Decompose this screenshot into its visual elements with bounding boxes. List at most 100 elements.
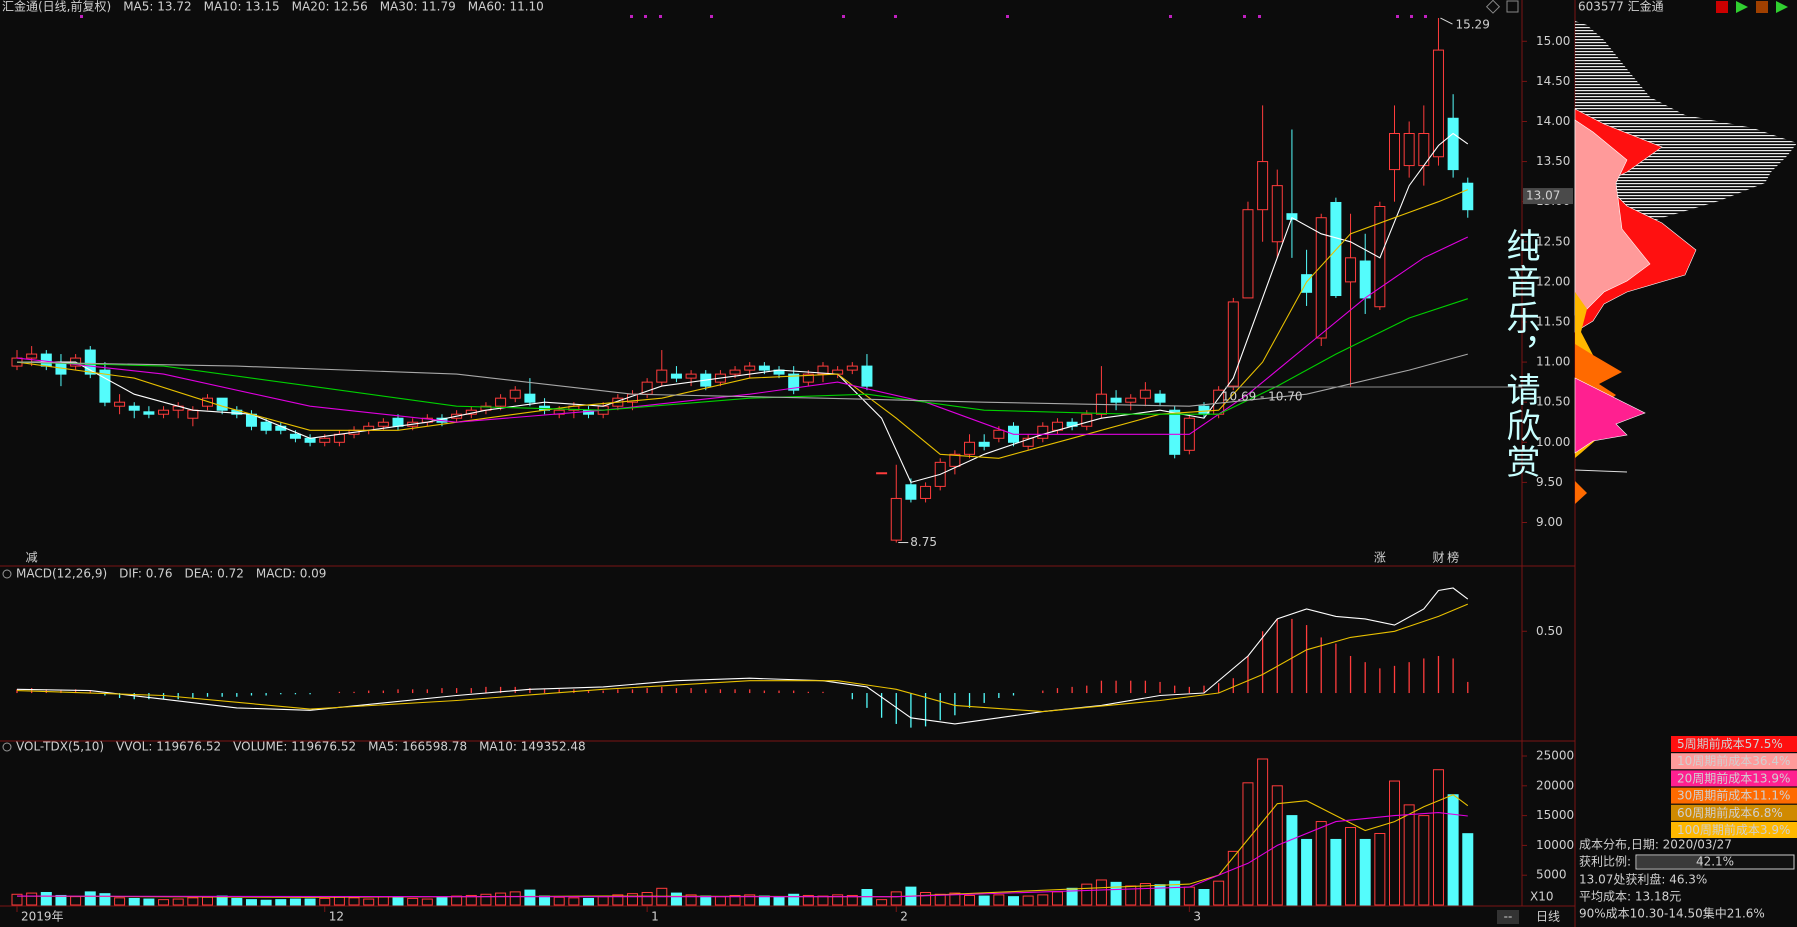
event-marker: 减 bbox=[26, 551, 38, 565]
cost-legend-box bbox=[1671, 804, 1797, 821]
high-label: 15.29 bbox=[1455, 18, 1489, 32]
legend-item: MA20: 12.56 bbox=[292, 0, 368, 14]
candle-body bbox=[1432, 49, 1444, 158]
volume-bar bbox=[392, 897, 404, 906]
volume-bar bbox=[1110, 881, 1122, 906]
volume-bar bbox=[40, 891, 52, 906]
cost-legend-label: 20周期前成本13.9% bbox=[1677, 770, 1790, 785]
volume-bar bbox=[1462, 833, 1474, 906]
tool-icon[interactable] bbox=[1716, 1, 1728, 13]
y-tick-label: 10000 bbox=[1536, 838, 1574, 852]
volume-bar bbox=[890, 891, 902, 906]
x-tick-label: 3 bbox=[1193, 910, 1201, 924]
volume-bar bbox=[1286, 815, 1298, 906]
cost-legend-label: 10周期前成本36.4% bbox=[1677, 753, 1790, 768]
volume-bar bbox=[568, 897, 580, 906]
panel-title: 603577 汇金通 bbox=[1578, 0, 1664, 14]
volume-bar bbox=[1051, 891, 1063, 906]
candle-body bbox=[289, 433, 301, 439]
footer-button-label[interactable]: -- bbox=[1504, 910, 1513, 924]
y-tick-label: 14.00 bbox=[1536, 114, 1570, 128]
indicator-icon[interactable] bbox=[2, 569, 12, 579]
signal-dots bbox=[80, 15, 1427, 18]
volume-bar bbox=[304, 898, 316, 906]
volume-bar bbox=[1066, 887, 1078, 906]
candle-body bbox=[861, 365, 873, 387]
volume-bar bbox=[1432, 769, 1444, 906]
candle-body bbox=[216, 397, 228, 411]
candle-body bbox=[876, 472, 888, 475]
volume-bar bbox=[758, 895, 770, 906]
legend-item: VOL-TDX(5,10) bbox=[16, 740, 104, 754]
candle-body bbox=[304, 437, 316, 443]
volume-bar bbox=[846, 894, 858, 906]
volume-bar bbox=[480, 893, 492, 906]
volume-bar bbox=[861, 889, 873, 906]
ma-line bbox=[16, 353, 1468, 407]
candle-body bbox=[788, 373, 800, 391]
volume-bar bbox=[202, 896, 214, 906]
tool-icon[interactable] bbox=[1776, 1, 1788, 13]
candle-body bbox=[1403, 133, 1415, 167]
volume-bar bbox=[1198, 889, 1210, 906]
y-tick-label: 13.50 bbox=[1536, 154, 1570, 168]
volume-bar bbox=[1330, 838, 1342, 906]
volume-bar bbox=[128, 897, 140, 906]
volume-bar bbox=[817, 895, 829, 906]
volume-bar bbox=[1154, 884, 1166, 906]
volume-bar bbox=[1213, 880, 1225, 906]
candle-body bbox=[993, 429, 1005, 439]
volume-bar bbox=[465, 894, 477, 906]
ma-line bbox=[16, 603, 1469, 713]
tool-icon[interactable] bbox=[1756, 1, 1768, 13]
volume-bar bbox=[993, 894, 1005, 906]
candle-body bbox=[656, 369, 668, 383]
unit-label: X10 bbox=[1530, 890, 1554, 904]
range-label: 10.69 - 10.70 bbox=[1222, 389, 1303, 403]
candle-body bbox=[260, 421, 272, 431]
price-pane bbox=[11, 18, 1474, 543]
tool-icon[interactable] bbox=[1506, 0, 1519, 13]
y-tick-label: 20000 bbox=[1536, 778, 1574, 792]
volume-bar bbox=[964, 894, 976, 906]
ma-line bbox=[16, 298, 1468, 415]
candle-body bbox=[744, 365, 756, 371]
volume-bar bbox=[99, 893, 111, 906]
candle-body bbox=[964, 441, 976, 455]
overlay-text: 纯音乐，请欣赏 bbox=[1500, 228, 1540, 480]
indicator-icon[interactable] bbox=[2, 742, 12, 752]
candle-body bbox=[99, 369, 111, 403]
candle-body bbox=[40, 353, 52, 367]
y-tick-label: 5000 bbox=[1536, 868, 1567, 882]
event-marker: 财 bbox=[1432, 551, 1444, 565]
tool-icon[interactable] bbox=[1485, 0, 1501, 14]
ma-line bbox=[16, 587, 1469, 725]
volume-bar bbox=[348, 897, 360, 906]
legend-item: VVOL: 119676.52 bbox=[116, 740, 221, 754]
cost-legend-label: 100周期前成本3.9% bbox=[1677, 822, 1790, 837]
candle-body bbox=[187, 409, 199, 419]
volume-bar bbox=[773, 896, 785, 906]
legend-item: DEA: 0.72 bbox=[184, 567, 243, 581]
x-tick-label: 2 bbox=[900, 910, 908, 924]
volume-bar bbox=[876, 899, 888, 906]
candle-body bbox=[26, 353, 38, 359]
candle-body bbox=[1286, 213, 1298, 220]
footer-button[interactable] bbox=[1497, 910, 1519, 924]
ma-line bbox=[16, 236, 1469, 435]
price-marker-label: 13.07 bbox=[1526, 189, 1560, 203]
legend-item: MA5: 166598.78 bbox=[368, 740, 467, 754]
volume-bar bbox=[1081, 883, 1093, 906]
volume-bar bbox=[421, 898, 433, 906]
period-label[interactable]: 日线 bbox=[1536, 910, 1560, 924]
profit-caption: 获利比例: bbox=[1579, 855, 1631, 869]
y-tick-label: 9.00 bbox=[1536, 515, 1563, 529]
candle-body bbox=[817, 365, 829, 375]
volume-bar bbox=[641, 891, 653, 906]
candle-body bbox=[1315, 217, 1327, 339]
volume-bar bbox=[1169, 880, 1181, 906]
volume-bar bbox=[1037, 894, 1049, 906]
candle-body bbox=[1271, 185, 1283, 243]
tool-icon[interactable] bbox=[1736, 1, 1748, 13]
